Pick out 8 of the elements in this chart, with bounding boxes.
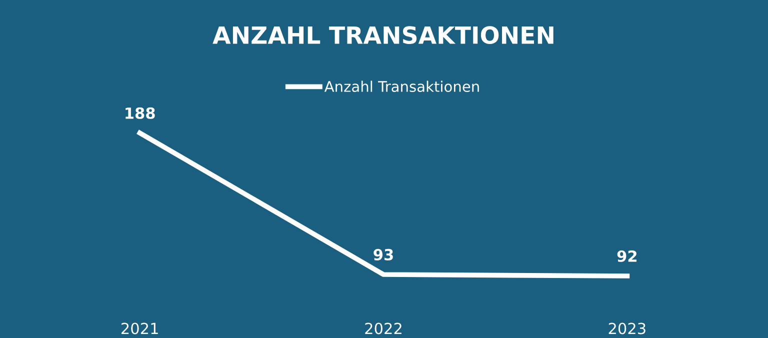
legend-label: Anzahl Transaktionen [324, 80, 479, 92]
data-label: 92 [617, 250, 636, 262]
x-tick-label: 2021 [122, 322, 158, 334]
x-tick-label: 2023 [608, 322, 646, 334]
data-label: 188 [126, 107, 155, 119]
x-tick-label: 2022 [365, 322, 402, 334]
chart-title: ANZAHL TRANSAKTIONEN [212, 26, 554, 44]
data-label: 93 [374, 248, 393, 260]
